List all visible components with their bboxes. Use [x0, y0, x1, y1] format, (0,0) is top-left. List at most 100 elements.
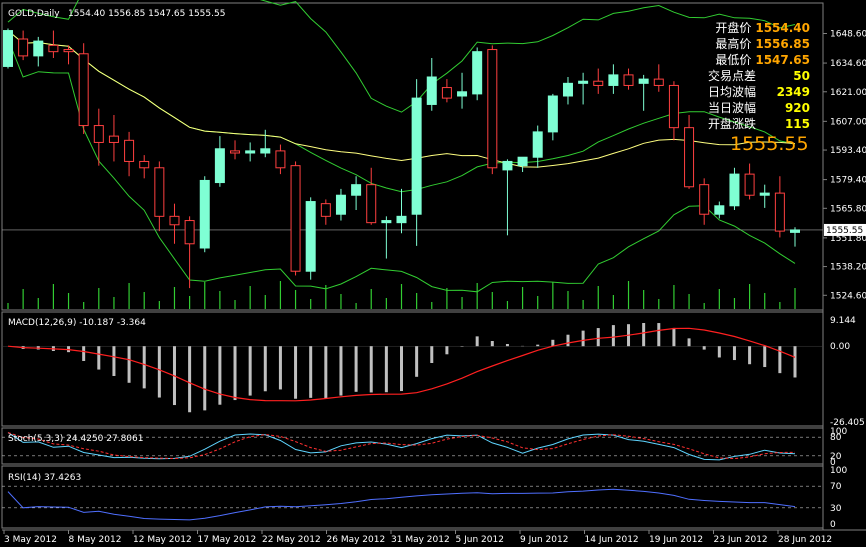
- candle-body: [472, 51, 483, 95]
- candle-body: [366, 184, 377, 224]
- price-tick-label: 1579.40: [830, 176, 866, 186]
- candle-body: [487, 49, 498, 169]
- price-tick-label: 1593.40: [830, 146, 866, 156]
- candle-body: [729, 173, 740, 207]
- price-tick-label: 1621.00: [830, 88, 866, 98]
- candle-body: [3, 30, 13, 67]
- current-price-box: [824, 223, 866, 236]
- candle-body: [154, 167, 165, 217]
- current-price-label: 1555.55: [826, 226, 863, 236]
- stoch-tick-label: 80: [830, 433, 842, 443]
- candle-body: [63, 49, 74, 53]
- candle-body: [48, 44, 59, 53]
- candle-body: [532, 131, 543, 158]
- info-row: 日均波幅 2349: [700, 84, 810, 100]
- info-value: 115: [784, 117, 810, 131]
- stoch-tick-label: 20: [830, 452, 842, 462]
- rsi-tick-label: 0: [830, 520, 836, 530]
- candle-body: [653, 78, 664, 86]
- candle-body: [245, 150, 256, 154]
- info-row: 最低价 1547.65: [700, 52, 810, 68]
- current-price-big: 1555.55: [730, 133, 809, 155]
- candle-body: [124, 139, 135, 162]
- rsi-layer: [2, 485, 823, 521]
- info-label: 开盘价: [715, 21, 752, 35]
- main-price-layer: [2, 0, 823, 309]
- candle-body: [593, 80, 604, 86]
- info-label: 开盘涨跌: [707, 117, 756, 131]
- info-value: 50: [793, 69, 810, 83]
- date-tick-label: 22 May 2012: [262, 535, 321, 545]
- candle-body: [184, 220, 195, 245]
- candle-body: [502, 160, 513, 171]
- stoch-main-line: [7, 432, 796, 461]
- info-value: 2349: [776, 85, 810, 99]
- candle-body: [169, 215, 180, 226]
- price-tick-label: 1634.60: [830, 59, 866, 69]
- date-tick-label: 19 Jun 2012: [649, 535, 703, 545]
- candle-body: [351, 184, 362, 196]
- chart-title: GOLD,Daily: [8, 9, 60, 19]
- info-row: 开盘涨跌 115: [700, 116, 810, 132]
- price-tick-label: 1538.20: [830, 263, 866, 273]
- date-tick-label: 14 Jun 2012: [585, 535, 639, 545]
- stoch-layer: [2, 432, 823, 461]
- candle-body: [18, 38, 29, 57]
- date-tick-label: 28 Jun 2012: [778, 535, 832, 545]
- candle-body: [411, 97, 422, 215]
- candle-body: [744, 173, 755, 196]
- candle-body: [623, 74, 634, 86]
- macd-tick-label: -26.405: [830, 418, 865, 428]
- info-value: 1554.40: [755, 21, 810, 35]
- stoch-signal-line: [7, 432, 796, 460]
- candle-body: [457, 91, 468, 97]
- macd-tick-label: 9.144: [830, 316, 856, 326]
- candle-body: [305, 201, 316, 272]
- info-panel: 开盘价 1554.40 最高价 1556.85 最低价 1547.65 交易点差 50 日均波幅…: [700, 20, 810, 132]
- ohlc-header: 1554.40 1556.85 1547.65 1555.55: [68, 9, 225, 19]
- candle-body: [517, 156, 528, 167]
- price-tick-label: 1648.60: [830, 30, 866, 40]
- bollinger-lower: [7, 38, 796, 293]
- price-tick-label: 1607.00: [830, 117, 866, 127]
- candle-body: [214, 148, 225, 184]
- candle-body: [335, 194, 346, 215]
- info-label: 最高价: [715, 37, 752, 51]
- candle-body: [714, 205, 725, 215]
- candle-body: [608, 74, 619, 86]
- axis-labels-layer: 1648.60 1634.60 1621.00 1607.00 1593.40 1579.…: [3, 30, 866, 545]
- candle-body: [290, 165, 301, 272]
- candle-body: [381, 220, 392, 224]
- candle-body: [759, 192, 770, 196]
- date-tick-label: 31 May 2012: [391, 535, 450, 545]
- rsi-tick-label: 30: [830, 504, 842, 514]
- info-label: 最低价: [715, 53, 752, 67]
- candle-body: [668, 84, 679, 129]
- candle-body: [260, 148, 271, 154]
- rsi-tick-label: 70: [830, 482, 842, 492]
- candle-body: [774, 192, 785, 232]
- rsi-tick-label: 100: [830, 466, 847, 476]
- price-tick-label: 1565.80: [830, 204, 866, 214]
- info-label: 交易点差: [707, 69, 756, 83]
- candle-body: [93, 125, 104, 143]
- macd-label: MACD(12,26,9) -10.187 -3.364: [8, 318, 146, 328]
- candle-body: [638, 78, 649, 84]
- rsi-panel-frame: [1, 465, 824, 529]
- candle-body: [320, 203, 331, 217]
- info-row: 最高价 1556.85: [700, 36, 810, 52]
- date-tick-label: 12 May 2012: [133, 535, 192, 545]
- info-label: 当日波幅: [707, 101, 756, 115]
- date-tick-label: 3 May 2012: [4, 535, 57, 545]
- stoch-tick-label: 100: [830, 427, 847, 437]
- candle-body: [275, 150, 286, 169]
- info-value: 1547.65: [755, 53, 810, 67]
- date-tick-label: 17 May 2012: [198, 535, 257, 545]
- date-tick-label: 5 Jun 2012: [456, 535, 504, 545]
- candle-body: [108, 135, 119, 143]
- candle-body: [684, 127, 695, 188]
- candle-body: [139, 160, 150, 169]
- moving-average-line: [7, 30, 796, 168]
